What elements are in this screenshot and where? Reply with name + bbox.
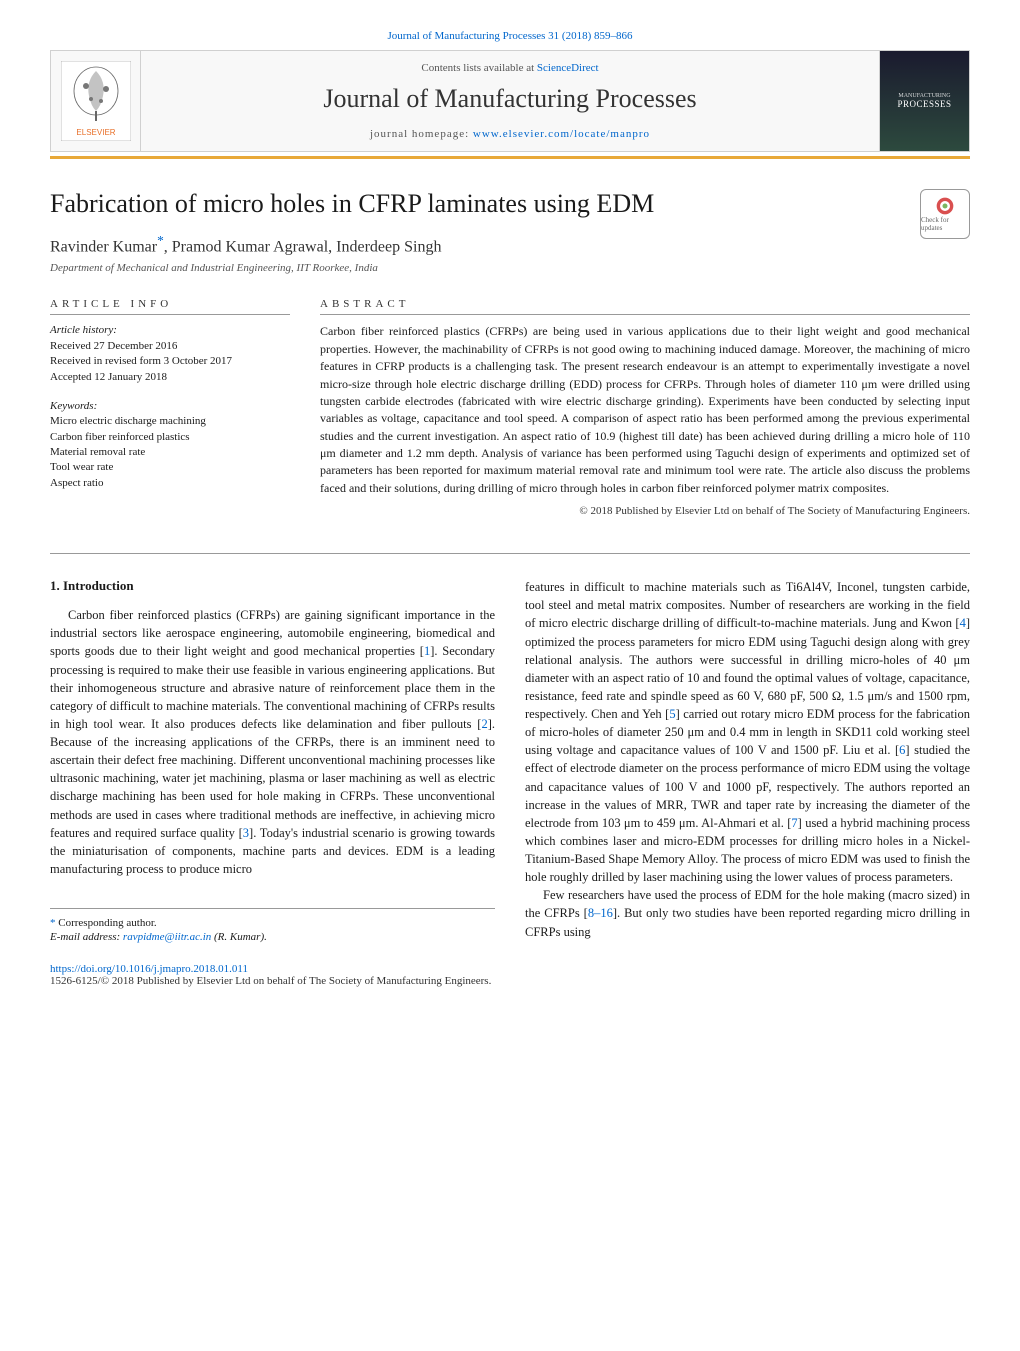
article-history: Article history: Received 27 December 20…	[50, 323, 290, 385]
homepage-url[interactable]: www.elsevier.com/locate/manpro	[473, 128, 650, 140]
corresponding-label: Corresponding author.	[58, 917, 156, 929]
authors-rest: , Pramod Kumar Agrawal, Inderdeep Singh	[164, 238, 442, 255]
accent-divider	[50, 156, 970, 159]
keyword-1: Micro electric discharge machining	[50, 414, 290, 429]
doi-link[interactable]: https://doi.org/10.1016/j.jmapro.2018.01…	[50, 963, 970, 975]
email-line: E-mail address: ravpidme@iitr.ac.in (R. …	[50, 931, 495, 943]
body-column-left: 1. Introduction Carbon fiber reinforced …	[50, 578, 495, 943]
history-revised: Received in revised form 3 October 2017	[50, 354, 290, 369]
journal-header: ELSEVIER Contents lists available at Sci…	[50, 50, 970, 152]
journal-name: Journal of Manufacturing Processes	[149, 84, 871, 114]
history-received: Received 27 December 2016	[50, 339, 290, 354]
contents-line: Contents lists available at ScienceDirec…	[149, 62, 871, 74]
sciencedirect-link[interactable]: ScienceDirect	[537, 62, 599, 74]
footer-left: * Corresponding author. E-mail address: …	[50, 908, 495, 943]
introduction-heading: 1. Introduction	[50, 578, 495, 594]
abstract-text: Carbon fiber reinforced plastics (CFRPs)…	[320, 323, 970, 497]
article-title: Fabrication of micro holes in CFRP lamin…	[50, 189, 654, 219]
cover-text-top: MANUFACTURING	[898, 93, 950, 99]
homepage-label: journal homepage:	[370, 128, 473, 140]
contents-prefix: Contents lists available at	[421, 62, 536, 74]
corresponding-mark[interactable]: *	[157, 233, 164, 248]
affiliation: Department of Mechanical and Industrial …	[50, 262, 654, 274]
section-divider	[50, 553, 970, 554]
corresponding-note: * Corresponding author.	[50, 917, 495, 929]
keywords-block: Keywords: Micro electric discharge machi…	[50, 399, 290, 491]
elsevier-tree-icon: ELSEVIER	[61, 61, 131, 141]
elsevier-logo[interactable]: ELSEVIER	[51, 51, 141, 151]
svg-text:ELSEVIER: ELSEVIER	[76, 128, 115, 137]
corr-symbol-foot: *	[50, 917, 56, 929]
abstract-copyright: © 2018 Published by Elsevier Ltd on beha…	[320, 505, 970, 517]
check-updates-label: Check for updates	[921, 216, 969, 232]
check-updates-button[interactable]: Check for updates	[920, 189, 970, 239]
abstract-heading: ABSTRACT	[320, 298, 970, 315]
keywords-label: Keywords:	[50, 399, 290, 414]
email-label: E-mail address:	[50, 931, 123, 943]
intro-paragraph-1: Carbon fiber reinforced plastics (CFRPs)…	[50, 606, 495, 878]
keyword-2: Carbon fiber reinforced plastics	[50, 430, 290, 445]
email-link[interactable]: ravpidme@iitr.ac.in	[123, 931, 211, 943]
journal-issue-link[interactable]: Journal of Manufacturing Processes 31 (2…	[50, 30, 970, 42]
intro-paragraph-2: Few researchers have used the process of…	[525, 886, 970, 940]
ref-link-8-16[interactable]: 8–16	[588, 906, 613, 920]
header-center: Contents lists available at ScienceDirec…	[141, 54, 879, 148]
article-info-heading: ARTICLE INFO	[50, 298, 290, 315]
journal-homepage-line: journal homepage: www.elsevier.com/locat…	[149, 128, 871, 140]
bottom-copyright: 1526-6125/© 2018 Published by Elsevier L…	[50, 975, 970, 987]
history-label: Article history:	[50, 323, 290, 338]
journal-cover-thumbnail[interactable]: MANUFACTURING PROCESSES	[879, 51, 969, 151]
cover-text-main: PROCESSES	[897, 99, 951, 109]
history-accepted: Accepted 12 January 2018	[50, 370, 290, 385]
keyword-5: Aspect ratio	[50, 476, 290, 491]
author-list: Ravinder Kumar*, Pramod Kumar Agrawal, I…	[50, 233, 654, 256]
keyword-3: Material removal rate	[50, 445, 290, 460]
body-column-right: features in difficult to machine materia…	[525, 578, 970, 943]
intro-paragraph-1-cont: features in difficult to machine materia…	[525, 578, 970, 886]
keyword-4: Tool wear rate	[50, 460, 290, 475]
author-1[interactable]: Ravinder Kumar	[50, 238, 157, 255]
email-suffix: (R. Kumar).	[211, 931, 267, 943]
crossmark-icon	[935, 196, 955, 216]
